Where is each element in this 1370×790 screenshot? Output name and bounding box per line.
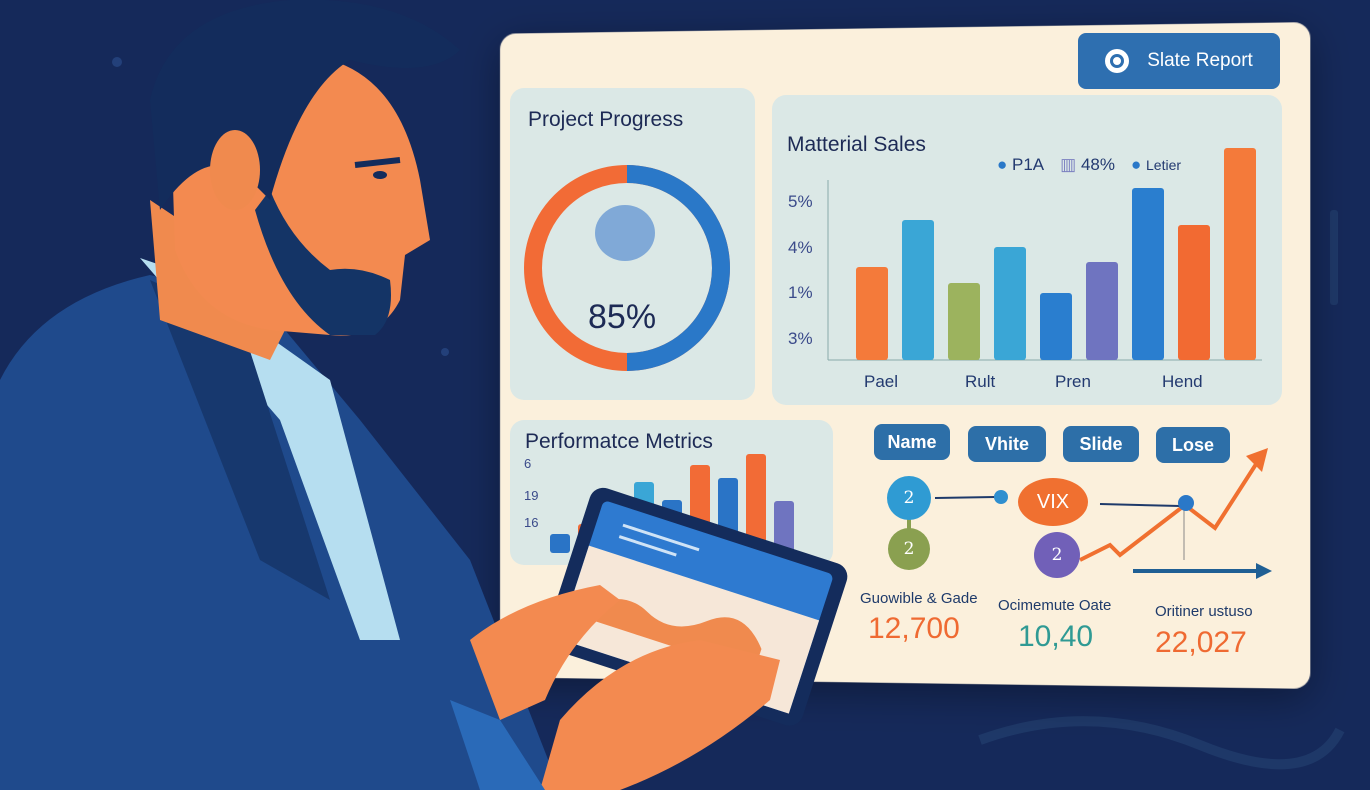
cuff: [450, 700, 545, 790]
sales-legend: ● P1A ▥ 48% ● Letier: [997, 155, 1181, 175]
stat-value: 22,027: [1155, 626, 1247, 659]
progress-value: 85%: [588, 298, 657, 336]
node-purple: 2: [1034, 532, 1080, 578]
gear-ring-icon: [1105, 49, 1130, 73]
x-tick: Rult: [965, 372, 996, 391]
donut-progress-arc: [626, 165, 730, 371]
bar: [774, 501, 794, 553]
tag-slide-button[interactable]: Slide: [1063, 426, 1139, 462]
y-tick: 6: [524, 456, 532, 471]
legend-item: ▥ 48%: [1060, 155, 1115, 174]
y-tick: 4%: [788, 238, 813, 257]
y-tick: 19: [524, 488, 539, 503]
project-progress-title: Project Progress: [528, 108, 684, 131]
slate-report-label: Slate Report: [1147, 50, 1253, 71]
bar: [902, 220, 934, 360]
bar: [1040, 293, 1072, 360]
performance-title: Performatce Metrics: [525, 430, 713, 453]
brain-icon: [595, 205, 655, 261]
material-sales-panel: Matterial Sales ● P1A ▥ 48% ● Letier 5% …: [772, 95, 1282, 405]
y-tick: 3%: [788, 329, 813, 348]
eye: [373, 171, 387, 179]
node-green: 2: [888, 528, 930, 570]
stat-value: 12,700: [868, 612, 960, 645]
node-blue: 2: [887, 476, 931, 520]
bar: [550, 534, 570, 553]
tag-lose-button[interactable]: Lose: [1156, 427, 1230, 463]
tag-name-button[interactable]: Name: [874, 424, 950, 460]
y-tick: 16: [524, 515, 539, 530]
stat-label: Guowible & Gade: [860, 590, 978, 607]
stat-label: Ocimemute Oate: [998, 597, 1112, 614]
bar: [1224, 148, 1256, 360]
y-tick: 5%: [788, 192, 813, 211]
bar: [1178, 225, 1210, 360]
project-progress-panel: Project Progress 85%: [510, 88, 755, 400]
bar: [994, 247, 1026, 360]
stat-value: 10,40: [1018, 620, 1094, 653]
left-hand: [470, 585, 620, 720]
bar: [1086, 262, 1118, 360]
x-tick: Hend: [1162, 372, 1203, 391]
progress-donut: [524, 165, 730, 371]
ear: [210, 130, 260, 210]
slate-report-button[interactable]: Slate Report: [1078, 33, 1280, 89]
stat-label: Oritiner ustuso: [1155, 603, 1253, 620]
material-sales-chart: [827, 148, 1262, 361]
legend-item: ● Letier: [1130, 155, 1182, 174]
bar: [746, 454, 766, 553]
y-tick: 1%: [788, 283, 813, 302]
shirt-collar: [140, 258, 400, 640]
right-hand: [540, 640, 780, 790]
material-sales-title: Matterial Sales: [787, 133, 926, 156]
bar: [948, 283, 980, 360]
bar: [1132, 188, 1164, 360]
tag-vhite-button[interactable]: Vhite: [968, 426, 1046, 462]
x-tick: Pael: [864, 372, 899, 391]
beard: [255, 190, 391, 335]
node-vix: VIX: [1018, 478, 1088, 526]
legend-item: ● P1A: [997, 155, 1045, 174]
x-tick: Pren: [1055, 372, 1091, 391]
bar: [856, 267, 888, 360]
